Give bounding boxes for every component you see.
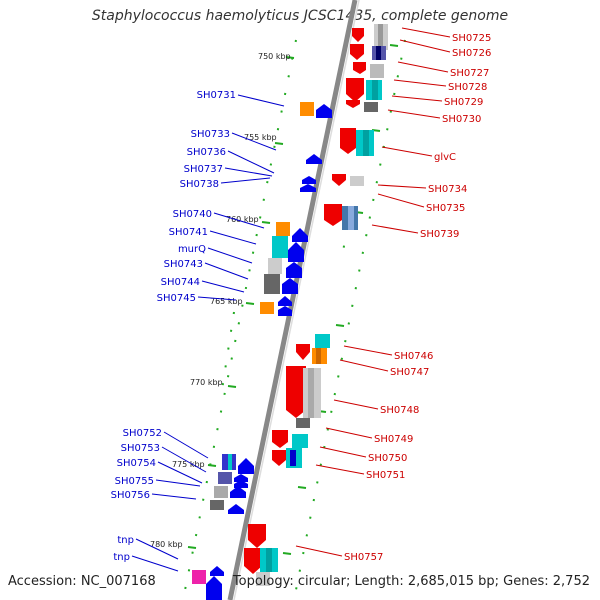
gene-tnp-box[interactable] (192, 570, 206, 584)
inner-tick-track (182, 39, 297, 600)
gene-SH0731-box[interactable] (300, 102, 314, 116)
label-SH0730[interactable]: SH0730 (442, 114, 481, 125)
gene-SH0744-box[interactable] (264, 274, 280, 294)
label-SH0727[interactable]: SH0727 (450, 68, 489, 79)
label-SH0733[interactable]: SH0733 (191, 129, 230, 140)
label-glvC[interactable]: glvC (434, 152, 456, 163)
label-SH0755[interactable]: SH0755 (115, 476, 154, 487)
scale-ticks: 750 kbp 755 kbp 760 kbp 765 kbp 770 kbp … (150, 44, 399, 555)
label-SH0750[interactable]: SH0750 (368, 453, 407, 464)
gene-SH0752[interactable] (238, 458, 254, 474)
gene-SH0741[interactable] (288, 242, 304, 262)
label-SH0728[interactable]: SH0728 (448, 82, 487, 93)
gene-tnp[interactable] (210, 566, 224, 576)
topology-text: Topology: circular; Length: 2,685,015 bp… (232, 574, 590, 589)
label-tnp-2[interactable]: tnp (113, 552, 130, 563)
gene-SH0749[interactable] (272, 430, 288, 448)
gene-SH0754[interactable] (234, 474, 248, 482)
label-SH0726[interactable]: SH0726 (452, 48, 491, 59)
scale-label-755: 755 kbp (244, 133, 277, 142)
label-SH0754[interactable]: SH0754 (117, 458, 156, 469)
label-SH0752[interactable]: SH0752 (123, 428, 162, 439)
gene-glvC[interactable] (340, 128, 356, 154)
gene-SH0737[interactable] (302, 176, 316, 184)
forward-leaders (295, 27, 451, 557)
gene-SH0741-box[interactable] (272, 236, 288, 258)
gene-SH0750[interactable] (272, 450, 286, 466)
label-SH0731[interactable]: SH0731 (197, 90, 236, 101)
label-tnp-1[interactable]: tnp (117, 535, 134, 546)
reverse-labels: SH0731 SH0733 SH0736 SH0737 SH0738 SH074… (111, 90, 236, 563)
gene-SH0725[interactable] (352, 28, 364, 42)
label-SH0757[interactable]: SH0757 (344, 552, 383, 563)
label-SH0746[interactable]: SH0746 (394, 351, 433, 362)
label-SH0737[interactable]: SH0737 (184, 164, 223, 175)
scale-label-760: 760 kbp (226, 215, 259, 224)
accession-text: Accession: NC_007168 (8, 574, 156, 589)
scale-label-750: 750 kbp (258, 52, 291, 61)
gene-SH0757[interactable] (248, 524, 266, 548)
scale-label-775: 775 kbp (172, 460, 205, 469)
gene-SH0729[interactable] (346, 100, 360, 108)
label-SH0743[interactable]: SH0743 (164, 259, 203, 270)
gene-SH0739[interactable] (324, 204, 342, 226)
gene-SH0754-box[interactable] (218, 472, 232, 484)
label-SH0734[interactable]: SH0734 (428, 184, 467, 195)
label-SH0741[interactable]: SH0741 (169, 227, 208, 238)
gene-SH0745[interactable] (278, 296, 292, 306)
gene-SH0736[interactable] (306, 154, 322, 164)
scale-label-780: 780 kbp (150, 540, 183, 549)
gene-SH0748[interactable] (286, 366, 306, 418)
gene-SH0755[interactable] (230, 486, 246, 498)
label-SH0756[interactable]: SH0756 (111, 490, 150, 501)
forward-labels: SH0725 SH0726 SH0727 SH0728 SH0729 SH073… (344, 33, 491, 563)
label-SH0748[interactable]: SH0748 (380, 405, 419, 416)
forward-features (244, 24, 388, 586)
label-SH0738[interactable]: SH0738 (180, 179, 219, 190)
reverse-leaders (131, 94, 285, 572)
gene-SH0727[interactable] (353, 62, 366, 74)
scale-label-765: 765 kbp (210, 297, 243, 306)
gene-SH0744[interactable] (282, 278, 298, 294)
label-SH0747[interactable]: SH0747 (390, 367, 429, 378)
gene-SH0756[interactable] (228, 504, 244, 514)
genome-backbone (227, 0, 358, 600)
label-SH0729[interactable]: SH0729 (444, 97, 483, 108)
gene-SH0728[interactable] (346, 78, 364, 102)
gene-SH0726[interactable] (350, 44, 364, 60)
gene-SH0731[interactable] (316, 104, 332, 118)
label-SH0744[interactable]: SH0744 (161, 277, 200, 288)
label-SH0751[interactable]: SH0751 (366, 470, 405, 481)
gene-SH0756-box[interactable] (210, 500, 224, 510)
gene-SH0738[interactable] (300, 184, 316, 192)
label-SH0753[interactable]: SH0753 (121, 443, 160, 454)
label-murQ[interactable]: murQ (178, 244, 206, 255)
scale-label-770: 770 kbp (190, 378, 223, 387)
label-SH0745[interactable]: SH0745 (157, 293, 196, 304)
reverse-features (192, 102, 332, 600)
label-SH0739[interactable]: SH0739 (420, 229, 459, 240)
outer-tick-track (293, 39, 406, 600)
map-title: Staphylococcus haemolyticus JCSC1435, co… (91, 8, 509, 24)
label-SH0749[interactable]: SH0749 (374, 434, 413, 445)
gene-SH0734[interactable] (332, 174, 346, 186)
label-SH0735[interactable]: SH0735 (426, 203, 465, 214)
gene-murQ[interactable] (286, 262, 302, 278)
gene-SH0755-box[interactable] (214, 486, 228, 498)
label-SH0736[interactable]: SH0736 (187, 147, 226, 158)
label-SH0725[interactable]: SH0725 (452, 33, 491, 44)
label-SH0740[interactable]: SH0740 (173, 209, 212, 220)
gene-SH0746[interactable] (296, 344, 310, 360)
